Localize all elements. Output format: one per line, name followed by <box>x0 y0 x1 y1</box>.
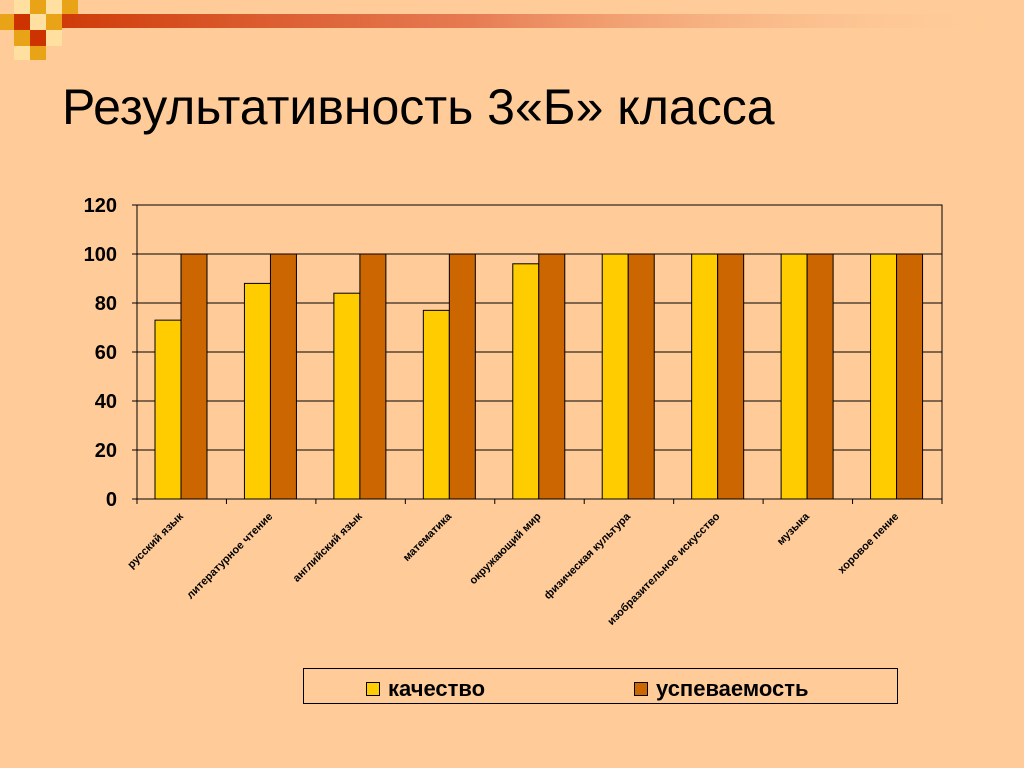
bar-progress <box>806 253 834 500</box>
decor-square <box>14 14 30 30</box>
y-tick-label: 0 <box>106 489 117 511</box>
bar-quality <box>601 253 629 500</box>
bar-quality <box>780 253 808 500</box>
y-tick-label: 20 <box>95 440 117 462</box>
decor-square <box>30 14 46 30</box>
y-tick-label: 60 <box>95 342 117 364</box>
legend-label-quality: качество <box>388 676 486 701</box>
bar-quality <box>691 253 719 500</box>
decor-stripe <box>16 14 1024 28</box>
decor-square <box>46 0 62 14</box>
decor-square <box>14 0 30 14</box>
bar-quality <box>243 282 271 500</box>
legend-entry-quality: качество <box>366 676 485 702</box>
y-tick-label: 100 <box>84 244 117 266</box>
legend-swatch-progress <box>634 682 648 696</box>
legend-swatch-quality <box>366 682 380 696</box>
bar-quality <box>422 309 450 500</box>
bar-progress <box>180 253 208 500</box>
decor-square <box>30 30 46 46</box>
decor-square <box>14 30 30 46</box>
decor-square <box>30 0 46 14</box>
y-tick-label: 120 <box>84 195 117 217</box>
chart-legend: качество успеваемость <box>303 668 898 704</box>
decor-square <box>14 46 30 60</box>
decor-square <box>46 30 62 46</box>
bar-progress <box>627 253 655 500</box>
bar-quality <box>512 263 540 500</box>
x-tick-label: хоровое пение <box>836 511 902 577</box>
x-tick-label: музыка <box>775 510 813 548</box>
x-tick-label: английский язык <box>291 510 365 584</box>
decor-square <box>0 0 14 14</box>
bar-quality <box>154 319 182 500</box>
x-tick-label: окружающий мир <box>467 510 544 587</box>
bar-progress <box>448 253 476 500</box>
bar-progress <box>538 253 566 500</box>
bar-progress <box>359 253 387 500</box>
decor-square <box>30 46 46 60</box>
corner-decoration <box>0 0 1024 60</box>
x-tick-label: литературное чтение <box>184 511 275 602</box>
bar-progress <box>717 253 745 500</box>
bar-progress <box>269 253 297 500</box>
y-tick-label: 80 <box>95 293 117 315</box>
bar-quality <box>870 253 898 500</box>
bar-quality <box>333 292 361 500</box>
x-tick-label: физическая культура <box>542 510 634 602</box>
x-tick-label: математика <box>401 510 455 564</box>
x-tick-label: русский язык <box>125 510 186 571</box>
decor-square <box>46 14 62 30</box>
bar-progress <box>896 253 924 500</box>
legend-entry-progress: успеваемость <box>634 676 809 702</box>
decor-square <box>62 0 78 14</box>
y-tick-label: 40 <box>95 391 117 413</box>
slide-title: Результативность 3«Б» класса <box>62 79 775 135</box>
legend-label-progress: успеваемость <box>656 676 809 701</box>
decor-square <box>0 14 14 30</box>
